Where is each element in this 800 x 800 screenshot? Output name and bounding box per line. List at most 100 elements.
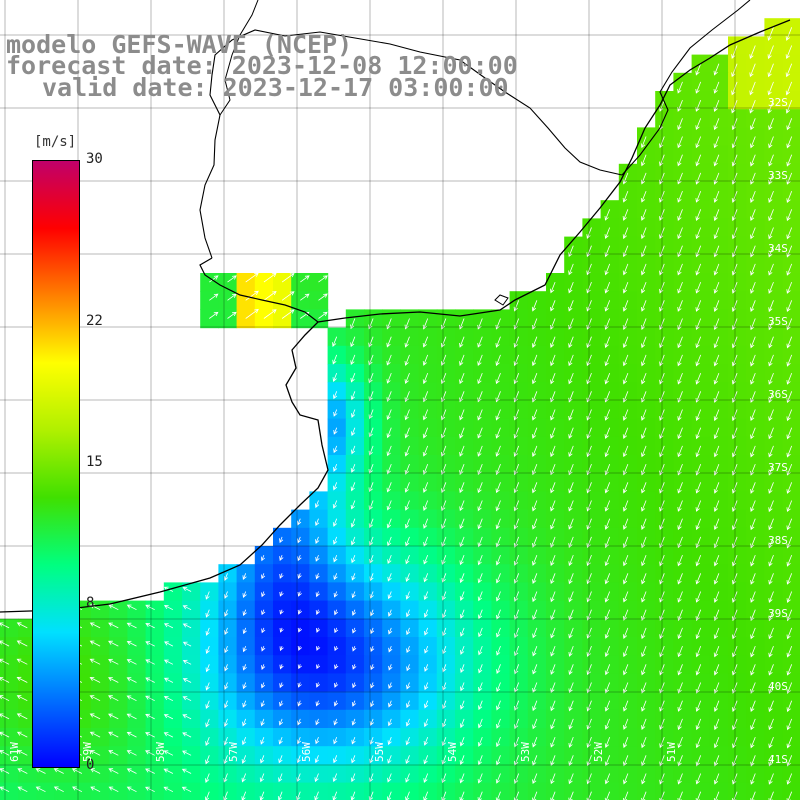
wind-arrow [477,755,483,766]
wind-arrow [496,718,501,729]
wind-arrow [406,664,411,672]
wind-speed-cell [218,309,238,329]
wind-arrow [695,227,702,240]
wind-speed-cell [182,655,201,674]
wind-arrow [477,482,483,494]
wind-arrow [750,700,756,712]
wind-arrow [333,700,339,707]
wind-arrow [279,627,284,633]
wind-speed-cell [254,782,274,800]
wind-arrow [16,713,28,720]
wind-arrow [768,300,774,313]
wind-speed-cell [109,782,128,800]
wind-arrow [108,658,119,665]
wind-arrow [405,773,410,783]
wind-speed-cell [36,782,56,800]
wind-arrow [318,293,328,301]
wind-arrow [641,718,647,730]
wind-arrow [677,336,683,349]
wind-arrow [386,372,392,384]
wind-arrow [223,700,229,709]
wind-arrow [786,136,793,149]
wind-arrow [126,677,137,683]
wind-arrow [622,427,629,439]
wind-arrow [531,463,538,476]
wind-arrow [386,354,392,366]
wind-arrow [641,372,647,385]
border-argentina [219,0,259,116]
wind-arrow [622,482,629,494]
wind-arrow [677,773,683,785]
wind-arrow [641,518,647,530]
wind-arrow [586,372,592,385]
wind-arrow [750,354,756,367]
wind-speed-cell [291,273,310,292]
wind-arrow [695,63,702,76]
wind-arrow [641,755,647,767]
wind-arrow [586,700,592,712]
wind-arrow [459,354,465,366]
wind-arrow [623,718,629,730]
wind-arrow [0,677,10,683]
wind-arrow [423,755,429,765]
wind-speed-cell [109,637,128,656]
wind-arrow [422,372,429,385]
wind-arrow [163,714,174,720]
wind-arrow [333,554,338,563]
wind-arrow [89,640,101,647]
wind-arrow [513,445,520,457]
wind-arrow [17,786,28,793]
wind-arrow [695,482,702,494]
wind-arrow [404,500,410,511]
wind-arrow [209,293,219,301]
wind-arrow [713,154,720,167]
wind-arrow [300,293,310,301]
longitude-label: 57W [227,742,240,762]
wind-arrow [279,609,284,615]
wind-speed-cell [91,782,110,800]
wind-arrow [126,713,137,720]
wind-arrow [750,118,756,131]
wind-arrow [623,664,629,676]
wind-arrow [604,482,611,494]
wind-arrow [386,463,392,475]
wind-arrow [478,700,483,711]
wind-arrow [350,391,356,401]
wind-speed-cell [145,691,165,711]
wind-arrow [677,99,683,112]
wind-arrow [478,627,483,638]
wind-speed-cell [782,782,800,800]
wind-arrow [224,645,229,654]
wind-arrow [242,664,247,671]
wind-arrow [423,554,429,565]
wind-arrow [641,609,647,621]
wind-arrow [513,482,520,494]
wind-arrow [333,755,338,764]
wind-arrow [241,755,247,764]
wind-arrow [126,750,137,756]
wind-speed-cell [145,673,165,693]
wind-arrow [351,609,357,616]
wind-arrow [514,645,520,657]
wind-arrow [89,677,101,683]
wind-arrow [550,536,556,548]
wind-arrow [768,354,774,367]
wind-arrow [495,336,501,348]
wind-arrow [785,81,793,96]
colorbar [32,160,80,768]
wind-arrow [768,227,774,240]
wind-arrow [126,731,137,738]
wind-arrow [786,154,793,167]
wind-arrow [514,591,520,602]
wind-arrow [695,300,702,312]
wind-arrow [279,700,284,707]
wind-speed-cell [127,618,147,638]
wind-speed-cell [182,709,201,729]
wind-arrow [623,791,629,800]
wind-arrow [786,573,793,585]
wind-arrow [677,318,683,331]
wind-speed-cell [91,746,110,765]
wind-arrow [182,587,192,592]
wind-arrow [750,736,756,749]
wind-arrow [405,554,410,565]
